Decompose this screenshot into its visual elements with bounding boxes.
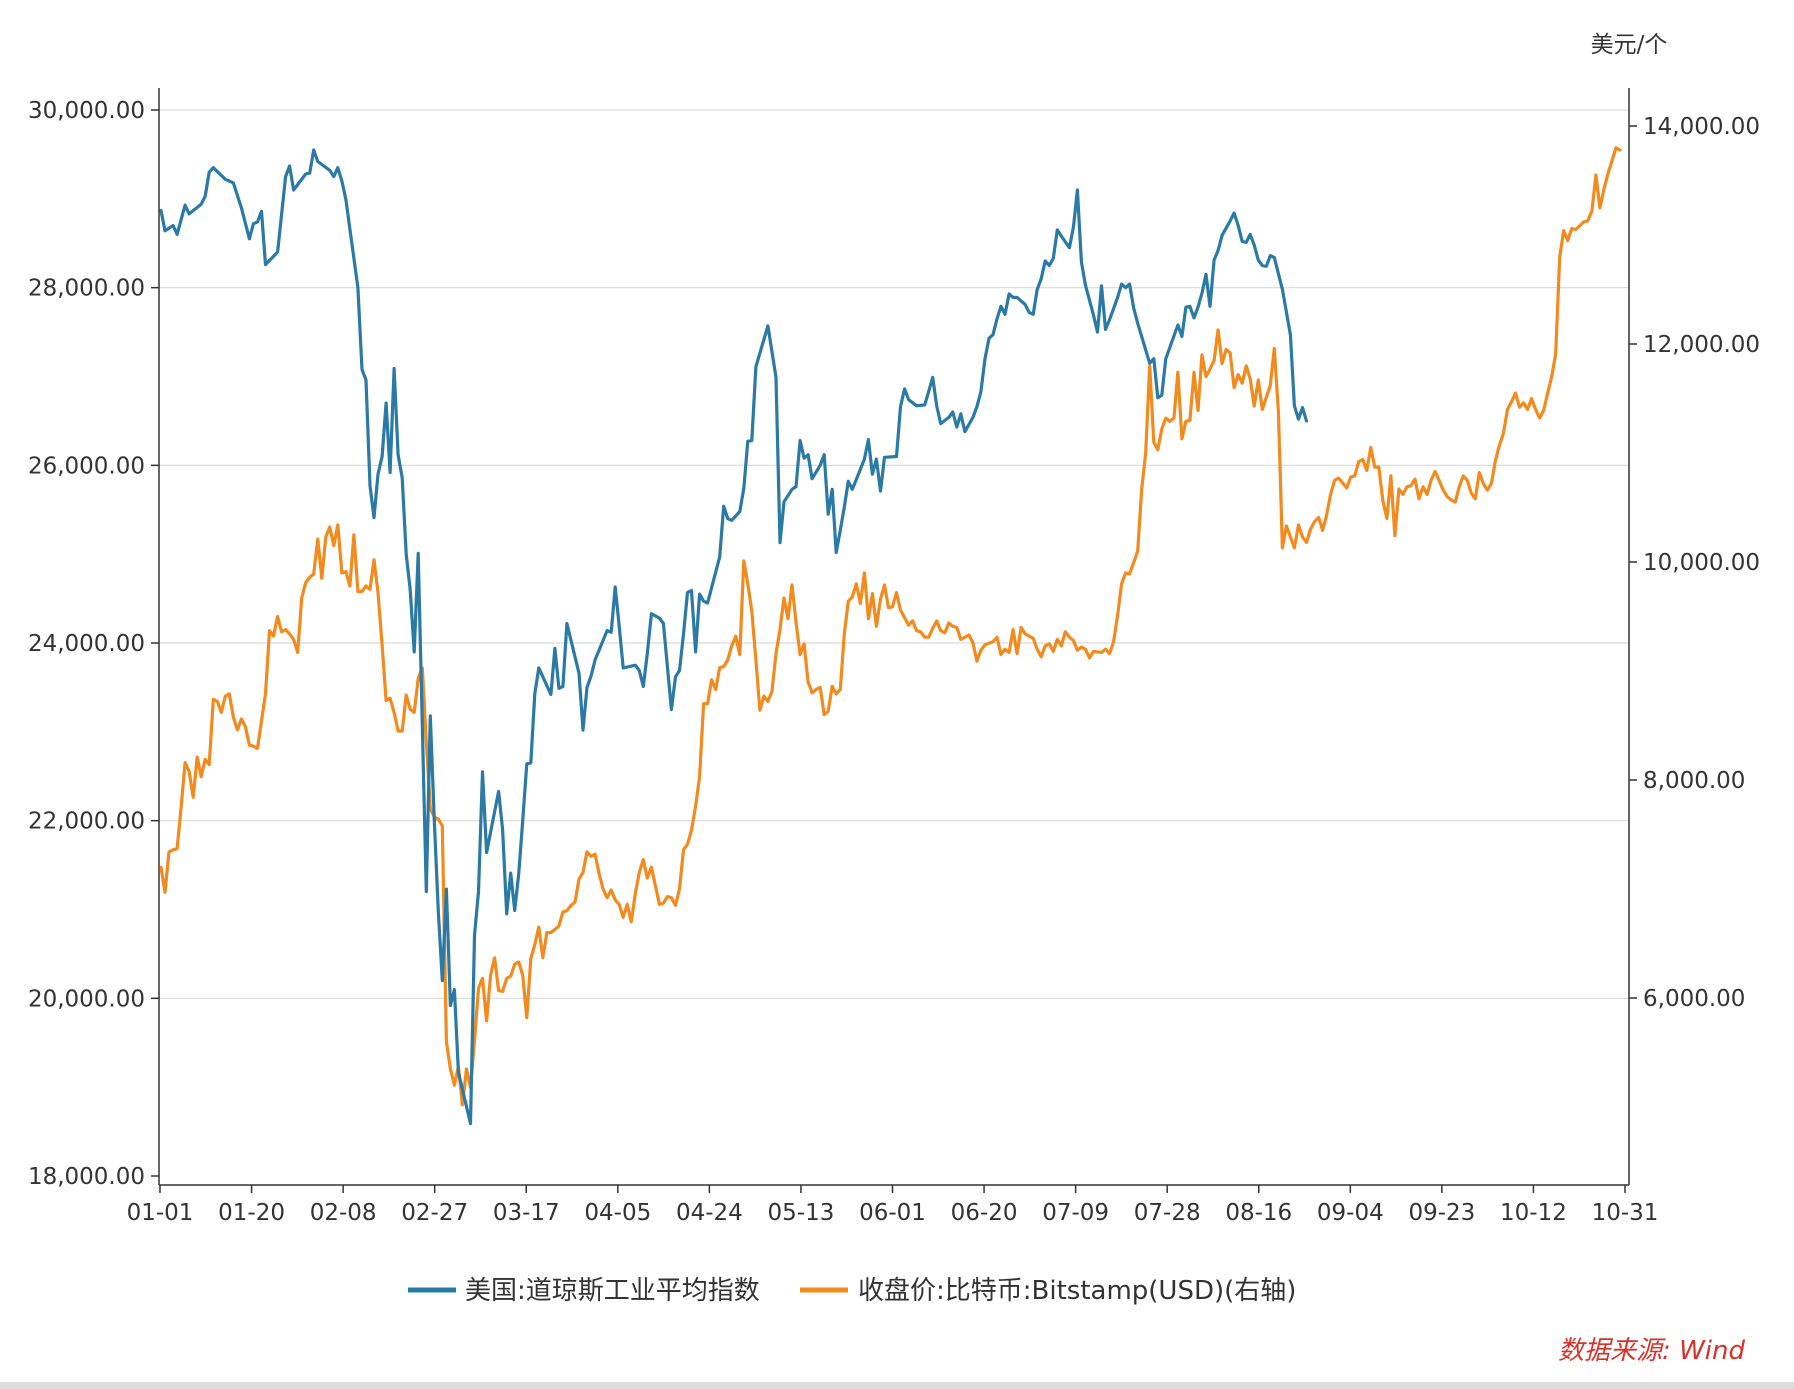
series-line-bitcoin xyxy=(159,146,1622,1107)
x-tick-label: 06-01 xyxy=(859,1200,926,1226)
x-tick-label: 06-20 xyxy=(951,1200,1018,1226)
x-tick-label: 04-05 xyxy=(584,1200,651,1226)
data-source-label: 数据来源: Wind xyxy=(1558,1336,1745,1366)
left-tick-label: 20,000.00 xyxy=(28,986,145,1012)
x-axis-ticks: 01-01 01-20 02-08 02-27 03-17 04-05 04-24 05-13… xyxy=(127,1185,1659,1226)
legend-label-dow-jones: 美国:道琼斯工业平均指数 xyxy=(465,1276,760,1306)
right-axis-unit-label: 美元/个 xyxy=(1591,32,1668,58)
x-tick-label: 03-17 xyxy=(493,1200,560,1226)
legend-label-bitcoin: 收盘价:比特币:Bitstamp(USD)(右轴) xyxy=(858,1276,1296,1306)
bottom-strip xyxy=(0,1382,1794,1389)
axes xyxy=(158,88,1630,1186)
x-tick-label: 07-09 xyxy=(1042,1200,1109,1226)
x-tick-label: 04-24 xyxy=(676,1200,743,1226)
left-tick-label: 28,000.00 xyxy=(28,276,145,302)
left-axis-ticks: 18,000.00 20,000.00 22,000.00 24,000.00 26,0… xyxy=(28,98,159,1190)
legend: 美国:道琼斯工业平均指数 收盘价:比特币:Bitstamp(USD)(右轴) xyxy=(408,1276,1296,1306)
left-tick-label: 18,000.00 xyxy=(28,1164,145,1190)
right-tick-label: 14,000.00 xyxy=(1643,114,1760,140)
x-tick-label: 09-23 xyxy=(1408,1200,1475,1226)
gridlines xyxy=(159,109,1629,999)
right-tick-label: 8,000.00 xyxy=(1643,768,1745,794)
x-tick-label: 07-28 xyxy=(1134,1200,1201,1226)
right-tick-label: 12,000.00 xyxy=(1643,332,1760,358)
left-tick-label: 26,000.00 xyxy=(28,453,145,479)
x-tick-label: 01-20 xyxy=(218,1200,285,1226)
left-tick-label: 30,000.00 xyxy=(28,98,145,124)
x-tick-label: 09-04 xyxy=(1317,1200,1384,1226)
left-tick-label: 24,000.00 xyxy=(28,631,145,657)
right-axis-ticks: 6,000.00 8,000.00 10,000.00 12,000.00 14,000… xyxy=(1629,114,1760,1012)
x-tick-label: 08-16 xyxy=(1225,1200,1292,1226)
legend-item-bitcoin: 收盘价:比特币:Bitstamp(USD)(右轴) xyxy=(800,1276,1296,1306)
x-tick-label: 10-12 xyxy=(1500,1200,1567,1226)
x-tick-label: 05-13 xyxy=(768,1200,835,1226)
right-tick-label: 10,000.00 xyxy=(1643,550,1760,576)
left-tick-label: 22,000.00 xyxy=(28,809,145,835)
series-layer xyxy=(159,146,1622,1126)
x-tick-label: 01-01 xyxy=(127,1200,194,1226)
x-tick-label: 10-31 xyxy=(1592,1200,1659,1226)
x-tick-label: 02-27 xyxy=(401,1200,468,1226)
right-tick-label: 6,000.00 xyxy=(1643,986,1745,1012)
series-line-dow-jones xyxy=(159,148,1309,1126)
legend-item-dow-jones: 美国:道琼斯工业平均指数 xyxy=(408,1276,760,1306)
x-tick-label: 02-08 xyxy=(310,1200,377,1226)
